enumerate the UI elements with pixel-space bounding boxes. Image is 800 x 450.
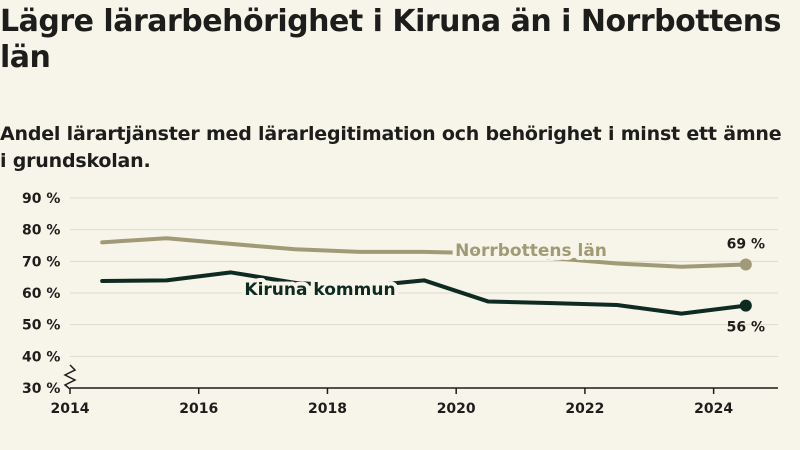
x-tick-label: 2014 (51, 401, 90, 417)
x-tick-label: 2020 (437, 401, 476, 417)
series-label-kiruna: Kiruna kommun (244, 280, 395, 300)
y-tick-label: 90 % (22, 191, 60, 207)
series-labels: Norrbottens län 69 % Kiruna kommun 56 % (240, 237, 765, 336)
y-tick-label: 60 % (22, 286, 60, 302)
axis-break-icon (63, 364, 77, 390)
y-tick-label: 50 % (22, 318, 60, 334)
series-line-kiruna (100, 270, 748, 316)
gridlines (70, 197, 778, 357)
x-tick-label: 2024 (694, 401, 733, 417)
chart-title: Lägre lärarbehörighet i Kiruna än i Norr… (0, 4, 781, 75)
x-axis: 2014 2016 2018 2020 2022 2024 (51, 364, 778, 417)
y-tick-label: 30 % (22, 381, 60, 397)
end-point-marker (739, 258, 752, 271)
series-label-norrbotten: Norrbottens län (455, 241, 607, 261)
x-tick-label: 2022 (565, 401, 604, 417)
series-line-norrbotten (100, 236, 748, 269)
chart-subtitle: Andel lärartjänster med lärarlegitimatio… (0, 123, 782, 172)
end-point-marker (739, 299, 752, 312)
x-tick-label: 2018 (308, 401, 347, 417)
y-tick-label: 40 % (22, 349, 60, 365)
series-lines (100, 236, 748, 316)
line-chart: 30 %40 %50 %60 %70 %80 %90 % 2014 2016 201… (22, 191, 778, 417)
end-value-label: 56 % (727, 320, 765, 336)
y-tick-label: 70 % (22, 254, 60, 270)
x-tick-label: 2016 (179, 401, 218, 417)
y-axis-ticks: 30 % 40 % 50 % 60 % 70 % 80 % 90 % (22, 191, 60, 397)
end-value-label: 69 % (727, 237, 765, 253)
y-tick-label: 80 % (22, 223, 60, 239)
